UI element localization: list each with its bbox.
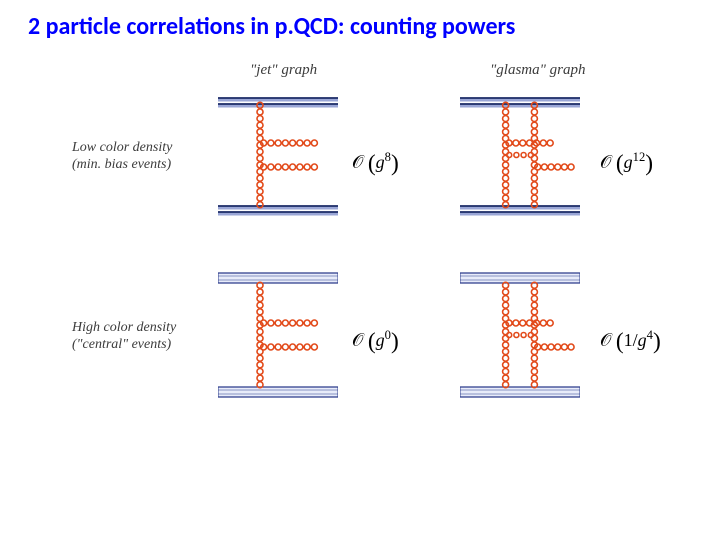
col-header-jet-label: "jet" graph [250,62,317,78]
row-label-high-density: High color density ("central" events) [72,320,176,354]
diagram-glasma-low [460,80,580,235]
diagram-glasma-high [460,260,580,415]
col-header-glasma-label: "glasma" graph [490,62,586,78]
row0-line2: (min. bias events) [72,157,171,172]
row0-line1: Low color density [72,140,172,155]
order-jet-high: 𝒪 (g0) [352,328,399,355]
order-glasma-low: 𝒪 (g12) [600,150,653,177]
order-glasma-high: 𝒪 (1/g4) [600,328,661,355]
row-label-low-density: Low color density (min. bias events) [72,140,172,174]
page-title: 2 particle correlations in p.QCD: counti… [28,12,515,41]
order-jet-low: 𝒪 (g8) [352,150,399,177]
col-header-glasma: "glasma" graph [490,62,586,79]
diagram-jet-low [218,80,338,235]
title-text: 2 particle correlations in p.QCD: counti… [28,12,515,41]
row1-line2: ("central" events) [72,337,171,352]
row1-line1: High color density [72,320,176,335]
col-header-jet: "jet" graph [250,62,317,79]
diagram-jet-high [218,260,338,415]
